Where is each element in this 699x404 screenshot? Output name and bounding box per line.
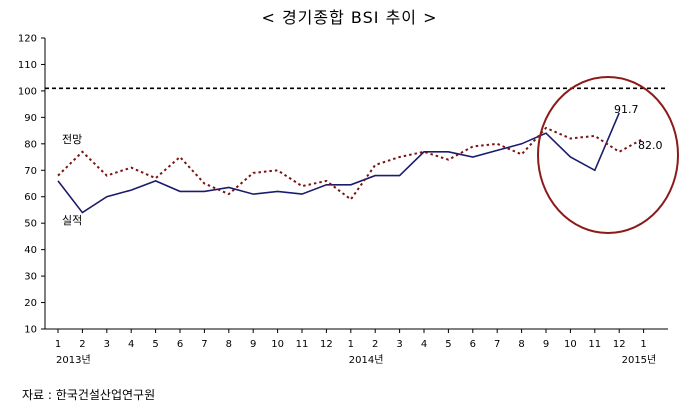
highlight-group: [537, 76, 679, 234]
x-tick-label: 9: [543, 339, 549, 350]
y-tick-label: 40: [24, 245, 37, 256]
series-label-actual: 실적: [62, 214, 82, 227]
x-tick-label: 1: [348, 339, 354, 350]
x-tick-label: 3: [104, 339, 110, 350]
y-tick-label: 70: [24, 166, 37, 177]
series-label-forecast: 전망: [62, 133, 82, 146]
x-tick-label: 11: [588, 339, 601, 350]
data-label-forecast-last: 82.0: [638, 139, 663, 152]
x-tick-label: 12: [320, 339, 333, 350]
series-line-forecast: [57, 126, 645, 201]
x-tick-label: 12: [613, 339, 626, 350]
x-tick-label: 11: [296, 339, 309, 350]
x-tick-label: 4: [421, 339, 427, 350]
y-tick-label: 10: [24, 325, 37, 336]
x-tick-label: 2: [79, 339, 85, 350]
x-tick-label: 4: [128, 339, 134, 350]
chart-axes: [44, 38, 668, 330]
y-tick-label: 20: [24, 298, 37, 309]
x-tick-label: 8: [226, 339, 232, 350]
y-tick-label: 50: [24, 219, 37, 230]
chart-title: < 경기종합 BSI 추이 >: [261, 8, 438, 27]
x-tick-label: 1: [55, 339, 61, 350]
x-tick-label: 6: [177, 339, 183, 350]
x-tick-label: 10: [271, 339, 284, 350]
series-group: [57, 112, 645, 214]
year-labels: 2013년 2014년 2015년: [56, 354, 656, 366]
y-tick-label: 80: [24, 139, 37, 150]
y-tick-label: 120: [18, 34, 37, 45]
x-axis-ticks: 1 2 3 4 5 6 7 8 9 10 11 12 1 2 3 4 5 6 7 8 9 10 11 12 1: [55, 329, 647, 350]
x-tick-label: 5: [445, 339, 451, 350]
x-tick-label: 10: [564, 339, 577, 350]
series-line-actual: [57, 112, 620, 214]
source-note: 자료 : 한국건설산업연구원: [22, 388, 156, 402]
highlight-ellipse: [537, 76, 679, 234]
x-tick-label: 8: [518, 339, 524, 350]
year-label: 2015년: [622, 354, 657, 366]
x-tick-label: 5: [152, 339, 158, 350]
y-tick-label: 30: [24, 272, 37, 283]
y-axis-ticks: 10 20 30 40 50 60 70 80 90 100 110 120: [18, 34, 45, 336]
x-tick-label: 6: [470, 339, 476, 350]
year-label: 2013년: [56, 354, 91, 366]
y-tick-label: 60: [24, 192, 37, 203]
x-tick-label: 2: [372, 339, 378, 350]
year-label: 2014년: [349, 354, 384, 366]
x-tick-label: 7: [201, 339, 207, 350]
y-tick-label: 110: [18, 60, 37, 71]
x-tick-label: 1: [640, 339, 646, 350]
data-label-actual-last: 91.7: [614, 103, 639, 116]
x-tick-label: 7: [494, 339, 500, 350]
x-tick-label: 9: [250, 339, 256, 350]
y-tick-label: 90: [24, 113, 37, 124]
x-tick-label: 3: [396, 339, 402, 350]
y-tick-label: 100: [18, 86, 37, 97]
